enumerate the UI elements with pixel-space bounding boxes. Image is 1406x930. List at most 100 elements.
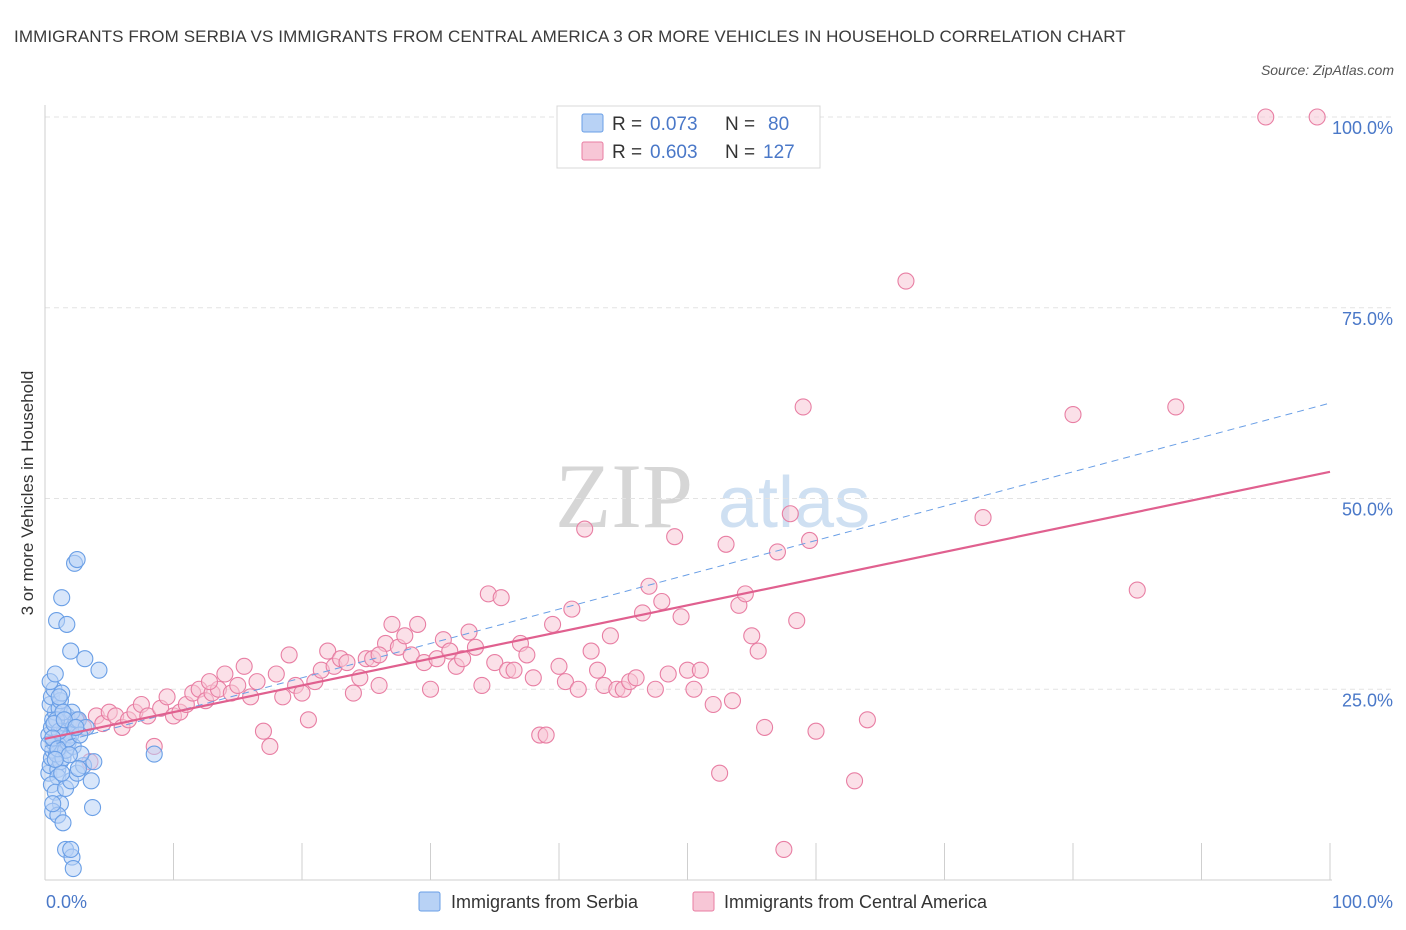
data-point-central-america xyxy=(370,676,388,694)
bottom-legend-swatch-central-america xyxy=(692,891,715,912)
data-point-serbia xyxy=(58,615,76,633)
trend-line-serbia xyxy=(44,402,1331,747)
data-point-central-america xyxy=(768,543,787,561)
data-point-central-america xyxy=(756,718,774,736)
data-point-central-america xyxy=(267,665,285,683)
data-point-serbia xyxy=(62,840,80,859)
y-tick-label: 100.0% xyxy=(1332,118,1393,138)
data-point-central-america xyxy=(254,722,273,740)
data-point-central-america xyxy=(781,505,799,523)
data-point-central-america xyxy=(158,688,176,706)
data-point-central-america xyxy=(299,711,317,729)
data-point-central-america xyxy=(505,661,523,679)
data-point-serbia xyxy=(50,688,68,706)
data-point-serbia xyxy=(54,814,72,832)
data-point-central-america xyxy=(569,680,587,698)
data-point-central-america xyxy=(723,692,742,710)
chart-title: IMMIGRANTS FROM SERBIA VS IMMIGRANTS FRO… xyxy=(14,27,1126,46)
data-point-serbia xyxy=(53,589,71,607)
correlation-legend: R = 0.073 N = 80 R = 0.603 N = 127 xyxy=(556,105,821,169)
data-point-central-america xyxy=(897,272,915,290)
bottom-legend-label-central-america: Immigrants from Central America xyxy=(724,892,988,912)
legend-swatch-central-america xyxy=(581,141,604,161)
data-point-central-america xyxy=(383,615,401,633)
data-point-central-america xyxy=(409,615,427,633)
data-point-central-america xyxy=(1064,406,1082,424)
data-point-central-america xyxy=(235,657,253,675)
y-axis-title: 3 or more Vehicles in Household xyxy=(18,371,37,616)
legend-n-value-serbia: 80 xyxy=(768,114,789,135)
y-tick-label: 50.0% xyxy=(1342,500,1393,520)
data-point-central-america xyxy=(229,676,247,694)
data-point-serbia xyxy=(60,746,78,764)
data-point-central-america xyxy=(518,646,536,664)
data-point-central-america xyxy=(807,722,825,740)
y-tick-labels: 25.0% 50.0% 75.0% 100.0% xyxy=(1332,118,1393,710)
legend-swatch-serbia xyxy=(581,113,604,133)
legend-n-value-central-america: 127 xyxy=(763,142,795,163)
data-point-serbia xyxy=(85,753,103,771)
data-point-central-america xyxy=(794,398,812,416)
data-point-serbia xyxy=(145,745,163,763)
data-point-serbia xyxy=(76,650,94,668)
data-point-central-america xyxy=(338,653,356,672)
legend-r-label-serbia: R = xyxy=(612,114,642,135)
data-point-central-america xyxy=(200,673,219,691)
data-point-serbia xyxy=(62,642,80,660)
data-point-central-america xyxy=(801,531,819,550)
data-point-central-america xyxy=(685,680,703,698)
data-point-central-america xyxy=(370,646,388,664)
data-point-serbia xyxy=(90,661,108,679)
data-point-serbia xyxy=(83,798,102,817)
data-point-central-america xyxy=(486,653,504,672)
data-point-central-america xyxy=(672,608,690,626)
data-point-central-america xyxy=(1167,398,1185,416)
data-point-central-america xyxy=(711,764,729,782)
data-point-central-america xyxy=(1308,108,1326,126)
watermark-atlas: atlas xyxy=(718,463,870,543)
data-point-central-america xyxy=(717,535,735,553)
data-point-central-america xyxy=(1128,581,1146,599)
data-point-central-america xyxy=(659,665,677,683)
data-point-central-america xyxy=(550,657,568,675)
legend-r-value-central-america: 0.603 xyxy=(650,142,698,163)
data-point-serbia xyxy=(53,764,71,782)
trend-line-central-america xyxy=(44,470,1331,740)
data-point-serbia xyxy=(69,760,87,778)
data-point-central-america xyxy=(691,661,709,679)
data-point-central-america xyxy=(544,615,562,633)
gridlines xyxy=(45,116,1395,690)
data-point-central-america xyxy=(646,680,664,698)
data-point-central-america xyxy=(563,600,581,618)
data-point-central-america xyxy=(601,627,619,645)
data-point-central-america xyxy=(704,695,722,714)
trend-lines xyxy=(44,402,1331,747)
legend-r-label-central-america: R = xyxy=(612,142,642,163)
data-point-central-america xyxy=(460,623,478,641)
data-point-central-america xyxy=(640,577,658,595)
data-point-central-america xyxy=(666,528,684,546)
data-point-central-america xyxy=(788,612,806,630)
data-point-central-america xyxy=(1257,108,1275,126)
data-point-central-america xyxy=(454,650,472,668)
data-point-central-america xyxy=(261,737,279,756)
data-point-central-america xyxy=(653,592,671,611)
data-point-serbia xyxy=(44,795,62,813)
data-point-central-america xyxy=(556,673,574,691)
x-tick-label-max: 100.0% xyxy=(1332,892,1393,912)
data-point-central-america xyxy=(216,665,234,683)
data-point-central-america xyxy=(524,669,542,687)
bottom-legend-swatch-serbia xyxy=(418,891,441,912)
data-point-central-america xyxy=(344,684,362,702)
source-label: Source: ZipAtlas.com xyxy=(1260,62,1394,78)
data-point-central-america xyxy=(396,627,414,645)
data-point-serbia xyxy=(64,860,82,878)
data-point-central-america xyxy=(974,509,992,527)
series-legend: Immigrants from Serbia Immigrants from C… xyxy=(418,891,988,912)
data-point-central-america xyxy=(588,661,607,679)
data-point-central-america xyxy=(576,520,594,538)
data-point-serbia xyxy=(46,750,64,768)
data-point-central-america xyxy=(582,642,600,660)
data-point-central-america xyxy=(492,589,510,607)
